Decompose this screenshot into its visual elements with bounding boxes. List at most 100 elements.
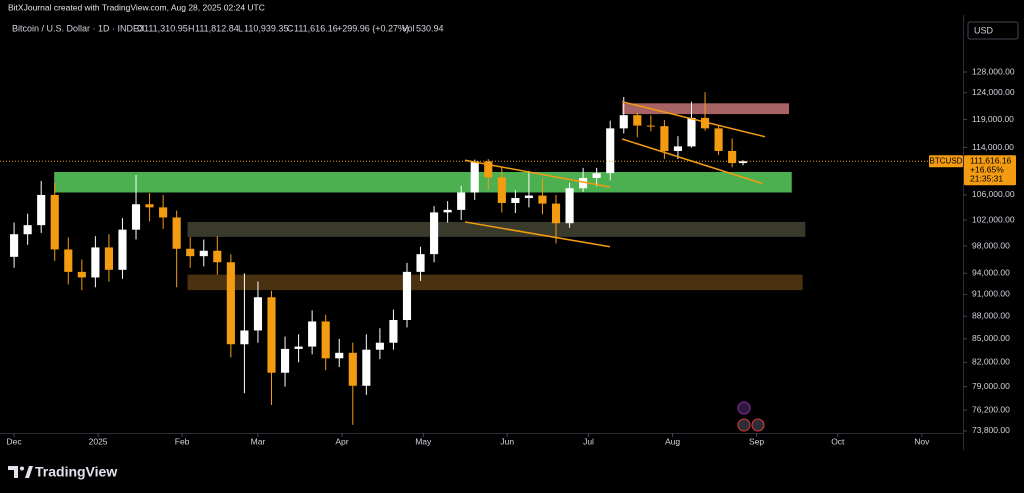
candle-body bbox=[77, 271, 86, 278]
candle-body bbox=[579, 177, 588, 189]
logo-mark bbox=[8, 466, 18, 478]
candle-body bbox=[714, 128, 723, 151]
h-value: 111,812.84 bbox=[195, 23, 239, 33]
price-tag-change: +16.65% bbox=[970, 165, 1004, 175]
candle-body bbox=[253, 297, 263, 331]
event-icon[interactable] bbox=[737, 418, 751, 432]
candle-body bbox=[199, 250, 208, 257]
y-tick-label: 124,000.00 bbox=[972, 87, 1015, 97]
candle-body bbox=[131, 204, 141, 230]
zone bbox=[187, 274, 803, 291]
candle-body bbox=[213, 250, 222, 263]
candle-body bbox=[240, 330, 249, 345]
price-tag-price: 111,616.16 bbox=[970, 156, 1012, 166]
y-tick-label: 119,000.00 bbox=[972, 114, 1014, 124]
c-label: C bbox=[287, 23, 294, 33]
x-tick-label: Aug bbox=[665, 436, 680, 446]
o-label: O bbox=[137, 23, 144, 33]
candle-body bbox=[37, 194, 46, 226]
candle-body bbox=[172, 217, 181, 249]
o-value: 111,310.95 bbox=[144, 23, 188, 33]
candle-body bbox=[524, 195, 533, 199]
candle-body bbox=[511, 198, 520, 203]
candle-body bbox=[700, 117, 710, 129]
y-tick-label: 106,000.00 bbox=[972, 189, 1015, 199]
x-tick-label: May bbox=[415, 436, 432, 446]
candle-body bbox=[321, 321, 330, 359]
candle-body bbox=[484, 161, 493, 178]
vol-label: Vol bbox=[402, 23, 415, 33]
candle-body bbox=[186, 248, 195, 257]
plot-area bbox=[0, 92, 963, 425]
x-tick-label: Sep bbox=[749, 436, 764, 446]
candle-body bbox=[226, 262, 235, 345]
candle-body bbox=[673, 146, 683, 151]
credit: BitXJournal created with TradingView.com… bbox=[8, 2, 265, 12]
symbol-tag-text: BTCUSD bbox=[930, 156, 963, 165]
candle-body bbox=[91, 247, 100, 278]
trendline bbox=[621, 138, 763, 185]
candle-body bbox=[470, 161, 479, 193]
candle-body bbox=[104, 247, 113, 270]
x-tick-label: Jul bbox=[583, 436, 594, 446]
candle-body bbox=[660, 126, 669, 151]
candle-body bbox=[159, 207, 168, 218]
y-tick-label: 128,000.00 bbox=[972, 66, 1015, 76]
brand-logo bbox=[8, 466, 33, 478]
candle-body bbox=[738, 161, 748, 164]
candle-body bbox=[375, 342, 384, 350]
y-tick-label: 102,000.00 bbox=[972, 214, 1015, 224]
candle-body bbox=[348, 352, 357, 386]
candle-body bbox=[443, 209, 452, 213]
candle-body bbox=[592, 173, 601, 178]
x-tick-label: Feb bbox=[175, 436, 190, 446]
candle-body bbox=[619, 115, 628, 129]
zone bbox=[622, 103, 790, 115]
candle-body bbox=[497, 177, 506, 203]
event-icon[interactable] bbox=[737, 401, 751, 415]
y-tick-label: 94,000.00 bbox=[972, 268, 1010, 278]
trendline bbox=[621, 100, 766, 138]
candle-body bbox=[687, 117, 696, 147]
zone bbox=[187, 221, 806, 237]
candle-body bbox=[280, 348, 290, 373]
legend: Bitcoin / U.S. Dollar · 1D · INDEX O 111… bbox=[12, 23, 444, 33]
trendline bbox=[464, 159, 611, 188]
candle-body bbox=[294, 346, 303, 349]
currency-box[interactable] bbox=[967, 21, 1019, 40]
candle-body bbox=[606, 128, 615, 174]
y-tick-label: 88,000.00 bbox=[972, 311, 1010, 321]
zone bbox=[54, 171, 792, 193]
h-label: H bbox=[188, 23, 195, 33]
candle-body bbox=[551, 203, 561, 224]
candle-body bbox=[50, 194, 59, 250]
candle-body bbox=[118, 229, 127, 270]
y-tick-label: 85,000.00 bbox=[972, 333, 1010, 343]
event-icon[interactable] bbox=[751, 418, 765, 432]
candle-body bbox=[538, 195, 547, 204]
symbol-tag bbox=[929, 155, 963, 168]
brand: TradingView bbox=[35, 464, 117, 480]
x-tick-label: Dec bbox=[7, 436, 23, 446]
y-tick-label: 82,000.00 bbox=[972, 357, 1010, 367]
candle-body bbox=[23, 225, 32, 235]
price-tag bbox=[964, 155, 1016, 186]
currency[interactable]: USD bbox=[974, 25, 994, 35]
candle-body bbox=[457, 192, 466, 210]
logo-mark bbox=[25, 466, 33, 478]
candle-body bbox=[430, 212, 439, 255]
candle-body bbox=[64, 249, 73, 272]
events[interactable] bbox=[737, 401, 765, 432]
candle-body bbox=[335, 352, 344, 359]
y-tick-label: 76,200.00 bbox=[972, 404, 1010, 414]
candle-body bbox=[633, 115, 642, 126]
x-tick-label: Mar bbox=[251, 436, 266, 446]
candle-body bbox=[267, 297, 276, 373]
y-tick-label: 73,800.00 bbox=[972, 425, 1010, 435]
candle-body bbox=[145, 204, 154, 208]
x-tick-label: Apr bbox=[335, 436, 348, 446]
y-tick-label: 98,000.00 bbox=[972, 240, 1010, 250]
symbol: Bitcoin / U.S. Dollar · 1D · INDEX bbox=[12, 23, 145, 33]
